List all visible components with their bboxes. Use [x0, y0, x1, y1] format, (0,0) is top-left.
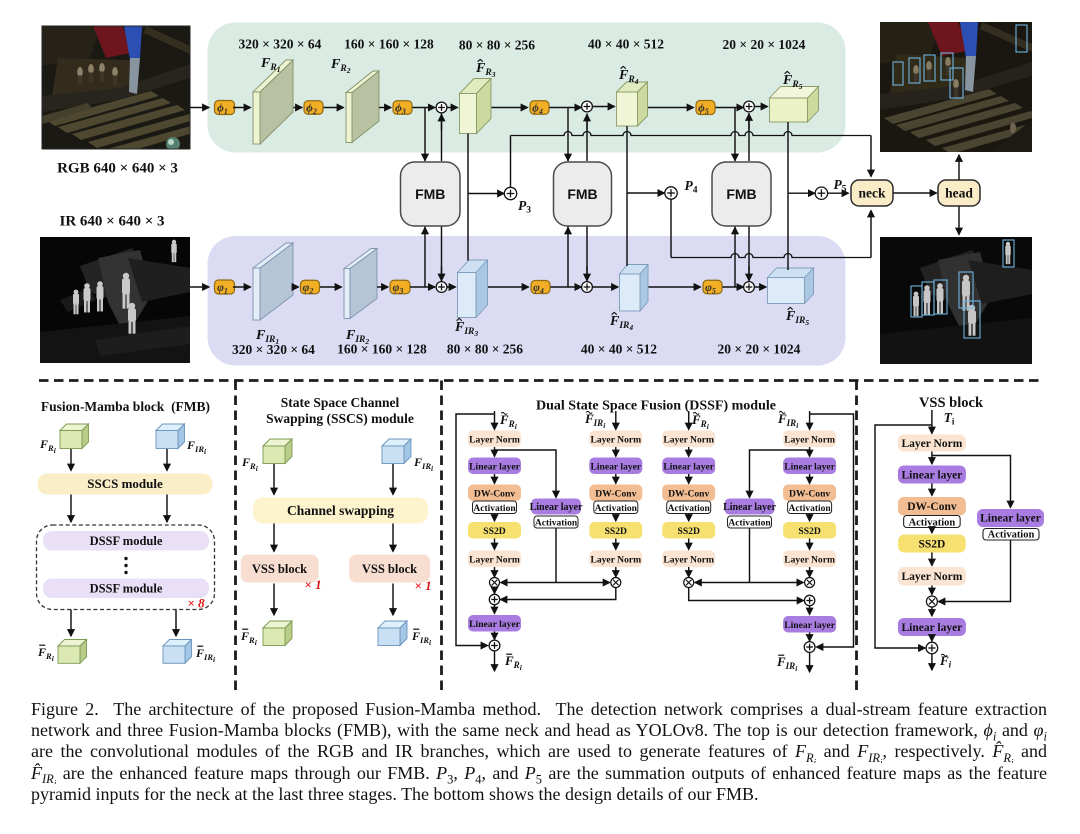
svg-text:Activation: Activation: [668, 504, 711, 514]
svg-text:φ2: φ2: [303, 282, 314, 296]
svg-text:80 × 80 × 256: 80 × 80 × 256: [459, 38, 535, 53]
svg-text:Layer Norm: Layer Norm: [784, 554, 835, 565]
svg-text:20 × 20 × 1024: 20 × 20 × 1024: [718, 342, 801, 357]
svg-text:Linear layer: Linear layer: [469, 461, 520, 472]
svg-text:DW-Conv: DW-Conv: [595, 488, 636, 499]
svg-text:Linear layer: Linear layer: [530, 502, 583, 513]
svg-text:P4: P4: [685, 178, 698, 196]
svg-text:FMB: FMB: [415, 186, 445, 202]
svg-text:20 × 20 × 1024: 20 × 20 × 1024: [723, 37, 806, 52]
svg-text:SSCS module: SSCS module: [87, 476, 163, 491]
svg-text:DW-Conv: DW-Conv: [668, 488, 709, 499]
svg-text:DW-Conv: DW-Conv: [907, 501, 957, 513]
svg-text:Ti: Ti: [944, 410, 955, 427]
svg-text:160 × 160 × 128: 160 × 160 × 128: [337, 342, 427, 357]
svg-text:× 8: × 8: [187, 596, 205, 611]
svg-text:Linear layer: Linear layer: [723, 502, 776, 513]
svg-text:φ1: φ1: [217, 282, 228, 296]
svg-text:Linear layer: Linear layer: [784, 461, 835, 472]
svg-text:FMB: FMB: [726, 186, 756, 202]
svg-text:Layer Norm: Layer Norm: [902, 571, 963, 583]
svg-text:Layer Norm: Layer Norm: [663, 554, 714, 565]
svg-text:VSS block: VSS block: [919, 395, 984, 411]
svg-text:Layer Norm: Layer Norm: [469, 554, 520, 565]
svg-text:Linear layer: Linear layer: [784, 620, 835, 631]
svg-text:Layer Norm: Layer Norm: [590, 434, 641, 445]
svg-text:P3: P3: [518, 198, 531, 216]
svg-text:Activation: Activation: [909, 517, 956, 528]
svg-text:Activation: Activation: [535, 519, 578, 529]
svg-text:40 × 40 × 512: 40 × 40 × 512: [588, 37, 664, 52]
svg-text:State Space Channel: State Space Channel: [281, 395, 400, 410]
svg-text:φ3: φ3: [393, 282, 404, 296]
svg-text:Fi: Fi: [939, 653, 952, 670]
svg-text:× 1: × 1: [414, 578, 431, 593]
svg-text:φ5: φ5: [705, 282, 716, 296]
svg-text:40 × 40 × 512: 40 × 40 × 512: [581, 342, 657, 357]
svg-text:RGB 640 × 640 × 3: RGB 640 × 640 × 3: [57, 161, 178, 177]
svg-text:Activation: Activation: [473, 504, 516, 514]
svg-text:Layer Norm: Layer Norm: [902, 438, 963, 450]
svg-text:VSS block: VSS block: [252, 562, 307, 576]
svg-text:FMB: FMB: [567, 186, 597, 202]
svg-text:neck: neck: [859, 186, 886, 201]
svg-text:Linear layer: Linear layer: [469, 619, 520, 630]
svg-text:SS2D: SS2D: [605, 526, 627, 537]
svg-text:80 × 80 × 256: 80 × 80 × 256: [447, 342, 523, 357]
svg-text:Activation: Activation: [595, 504, 638, 514]
svg-text:IR 640 × 640 × 3: IR 640 × 640 × 3: [59, 214, 164, 230]
svg-text:ϕ3: ϕ3: [395, 103, 406, 117]
svg-text:Dual State Space Fusion (DSSF): Dual State Space Fusion (DSSF) module: [536, 399, 776, 414]
svg-text:P5: P5: [834, 177, 847, 195]
svg-text:DW-Conv: DW-Conv: [474, 488, 515, 499]
svg-text:Channel swapping: Channel swapping: [287, 503, 394, 518]
svg-text:VSS block: VSS block: [362, 562, 417, 576]
svg-text:320 × 320 × 64: 320 × 320 × 64: [232, 342, 315, 357]
svg-text:Linear layer: Linear layer: [980, 513, 1041, 525]
svg-text:Activation: Activation: [728, 519, 771, 529]
svg-text:DW-Conv: DW-Conv: [789, 488, 830, 499]
svg-text:SS2D: SS2D: [483, 526, 505, 537]
svg-text:Fusion-Mamba block (FMB): Fusion-Mamba block (FMB): [41, 399, 210, 414]
svg-text:Linear layer: Linear layer: [902, 622, 963, 634]
svg-text:320 × 320 × 64: 320 × 320 × 64: [239, 37, 322, 52]
svg-text:ϕ1: ϕ1: [217, 103, 228, 117]
svg-text:Linear layer: Linear layer: [902, 469, 963, 481]
svg-text:SS2D: SS2D: [918, 538, 945, 550]
svg-text:160 × 160 × 128: 160 × 160 × 128: [344, 37, 434, 52]
svg-text:Linear layer: Linear layer: [663, 461, 714, 472]
svg-text:Activation: Activation: [988, 530, 1035, 541]
svg-text:Swapping (SSCS) module: Swapping (SSCS) module: [266, 411, 414, 426]
svg-text:Layer Norm: Layer Norm: [663, 434, 714, 445]
svg-text:Linear layer: Linear layer: [590, 461, 641, 472]
svg-text:Layer Norm: Layer Norm: [784, 434, 835, 445]
svg-text:Layer Norm: Layer Norm: [590, 554, 641, 565]
svg-text:SS2D: SS2D: [677, 526, 699, 537]
svg-text:DSSF module: DSSF module: [90, 534, 163, 548]
svg-text:Activation: Activation: [788, 504, 831, 514]
svg-text:ϕ4: ϕ4: [532, 103, 543, 117]
svg-text:ϕ2: ϕ2: [306, 103, 317, 117]
svg-text:DSSF module: DSSF module: [90, 582, 163, 596]
svg-text:φ4: φ4: [533, 282, 544, 296]
svg-text:SS2D: SS2D: [798, 526, 820, 537]
svg-text:Layer Norm: Layer Norm: [469, 434, 520, 445]
svg-text:head: head: [945, 186, 973, 201]
svg-text:× 1: × 1: [304, 577, 321, 592]
svg-text:ϕ5: ϕ5: [698, 103, 709, 117]
